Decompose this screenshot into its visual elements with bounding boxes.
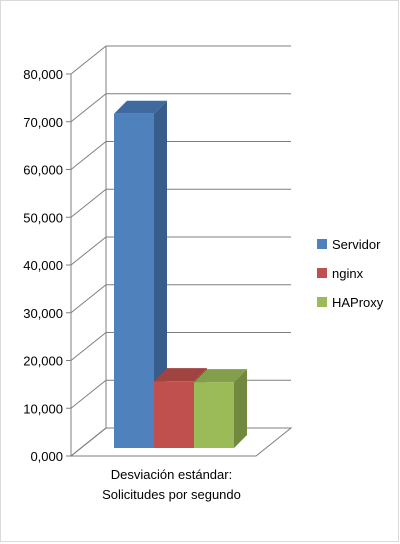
- bar-side: [154, 100, 167, 448]
- bar-top: [114, 100, 167, 114]
- legend-swatch-servidor: [317, 239, 327, 249]
- legend-label-haproxy: HAProxy: [332, 295, 384, 310]
- y-tick-label: 10,000: [23, 401, 63, 416]
- y-tick-label: 80,000: [23, 67, 63, 82]
- bar-front: [154, 381, 194, 448]
- bar-front: [194, 382, 234, 448]
- gridline: [70, 45, 291, 75]
- legend-label-servidor: Servidor: [332, 237, 381, 252]
- bar-front: [114, 113, 154, 448]
- y-tick-label: 40,000: [23, 258, 63, 273]
- y-tick-label: 0,000: [30, 449, 63, 464]
- bars: [114, 100, 247, 448]
- legend-label-nginx: nginx: [332, 266, 364, 281]
- x-category-label: Desviación estándar:: [111, 467, 232, 482]
- y-tick-label: 30,000: [23, 306, 63, 321]
- gridline: [70, 332, 291, 361]
- gridline: [70, 188, 291, 218]
- legend: Servidor nginx HAProxy: [317, 237, 384, 310]
- y-tick-label: 70,000: [23, 115, 63, 130]
- gridline: [70, 284, 291, 314]
- bar-haproxy: [194, 369, 247, 448]
- bar-servidor: [114, 100, 167, 448]
- gridline: [70, 141, 291, 170]
- gridline: [70, 93, 291, 123]
- y-axis-tick-labels: 0,000 10,000 20,000 30,000 40,000 50,000 60,00…: [23, 67, 71, 464]
- y-tick-label: 20,000: [23, 354, 63, 369]
- bar-top: [194, 369, 247, 383]
- x-axis-category-labels: Desviación estándar: Solicitudes por segu…: [102, 467, 241, 502]
- bar-top: [154, 368, 207, 382]
- legend-swatch-nginx: [317, 268, 327, 278]
- x-category-label: Solicitudes por segundo: [102, 487, 241, 502]
- gridline: [70, 236, 291, 266]
- bar-side: [234, 369, 247, 448]
- y-tick-label: 60,000: [23, 163, 63, 178]
- legend-swatch-haproxy: [317, 297, 327, 307]
- gridlines: [70, 45, 291, 457]
- y-tick-label: 50,000: [23, 210, 63, 225]
